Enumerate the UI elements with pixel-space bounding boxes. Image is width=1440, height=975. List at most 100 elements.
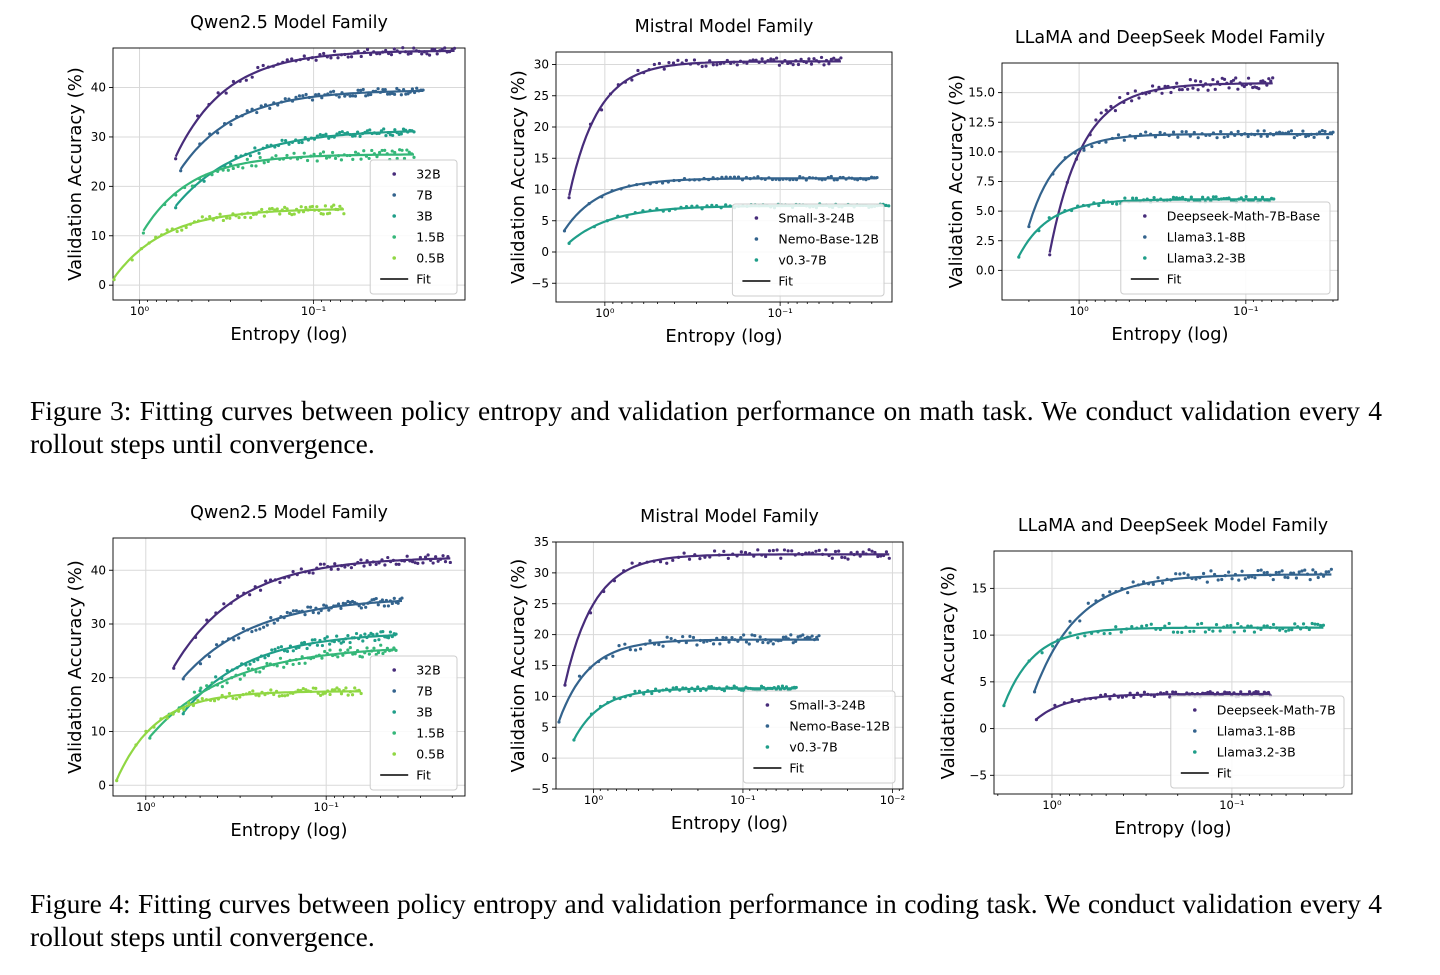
data-point [336,567,340,571]
data-point [1108,631,1112,636]
y-tick-label: 0 [98,278,106,292]
data-point [315,643,320,647]
data-point [339,606,343,610]
data-point [1313,570,1318,574]
legend-marker [1193,750,1197,754]
data-point [416,561,420,566]
fit-line-7b [182,599,403,679]
data-point [331,89,336,93]
data-point [1090,144,1094,149]
data-point [269,616,273,620]
data-point [1156,576,1160,580]
data-point [297,94,302,98]
y-tick-label: 10 [534,689,549,703]
chart-svg: −5 0 5 10 15 20 25 30 35 10⁰ 10⁻¹ 10⁻² Mistral Model… [508,507,905,834]
data-point [1115,202,1119,206]
data-point [687,689,691,694]
data-point [351,157,355,161]
data-point [386,555,390,560]
legend-marker [392,689,397,693]
fit-line-32b [174,49,455,158]
legend: Small-3-24B Nemo-Base-12B v0.3-7B Fit [731,203,885,297]
y-tick-label: 15 [972,581,987,595]
data-point [1216,80,1220,84]
data-point [1076,636,1080,640]
data-point [262,161,266,165]
data-point [1319,623,1323,628]
data-point [426,553,430,557]
data-point [216,91,220,95]
data-point [840,555,844,559]
data-point [1050,644,1055,648]
y-axis-label: Validation Accuracy (%) [65,560,86,774]
data-point [179,169,183,173]
data-point [427,53,432,57]
data-point [272,621,276,625]
data-point [301,94,305,98]
data-point [229,122,233,127]
data-point [1236,621,1240,626]
data-point [333,156,338,160]
data-point [1068,619,1072,623]
data-point [784,635,788,639]
data-point [1070,697,1074,702]
x-tick-label: 10⁻¹ [1219,798,1244,812]
data-point [688,634,692,638]
legend-marker [392,731,397,735]
data-point [232,638,236,642]
data-point [761,640,765,645]
data-point [214,643,219,647]
data-point [301,687,305,691]
data-point [1142,690,1147,694]
data-point [1246,134,1250,139]
chart-title: Mistral Model Family [635,17,814,37]
y-tick-label: 10 [91,725,106,739]
data-point [395,86,399,91]
data-point [321,212,325,216]
data-point [1150,84,1155,88]
data-point [1176,630,1180,634]
data-point [198,689,202,693]
data-point [671,61,676,65]
data-point [724,636,728,640]
data-point [756,548,760,552]
data-point [791,62,795,67]
data-point [218,212,222,216]
data-point [263,656,267,660]
data-point [214,675,218,679]
data-point [743,550,748,555]
data-point [1163,624,1167,628]
data-point [567,196,571,200]
data-point [337,95,341,99]
data-point [1104,108,1108,112]
data-point [270,206,274,211]
data-point [1189,195,1193,199]
data-point [1214,195,1218,199]
data-point [359,88,363,92]
data-point [254,164,258,168]
data-point [712,549,717,553]
data-point [809,62,814,66]
legend-marker [1143,214,1147,218]
data-point [350,693,355,697]
data-point [1229,623,1233,628]
data-point [1206,88,1210,92]
data-point [364,94,368,98]
legend-marker [754,216,759,220]
legend: Small-3-24B Nemo-Base-12B v0.3-7B Fit [742,690,896,784]
legend: Deepseek-Math-7B Llama3.1-8B Llama3.2-3B Fi… [1170,695,1345,789]
data-point [328,692,332,697]
legend-label: 32B [416,663,440,678]
plot-frame [555,51,893,303]
y-tick-label: 40 [91,563,106,577]
y-tick-label: 30 [534,58,549,72]
data-point [1108,590,1112,594]
data-point [257,694,261,698]
data-point [366,93,370,97]
data-point [395,156,399,161]
data-point [225,681,229,685]
fig3-chart-mistral: −5 0 5 10 15 20 25 30 10⁰ 10⁻¹ Mistral Model Famil… [480,10,960,347]
data-point [348,640,352,645]
data-point [231,79,236,84]
legend: 32B 7B 3B 1.5B 0.5B Fit [369,159,458,295]
